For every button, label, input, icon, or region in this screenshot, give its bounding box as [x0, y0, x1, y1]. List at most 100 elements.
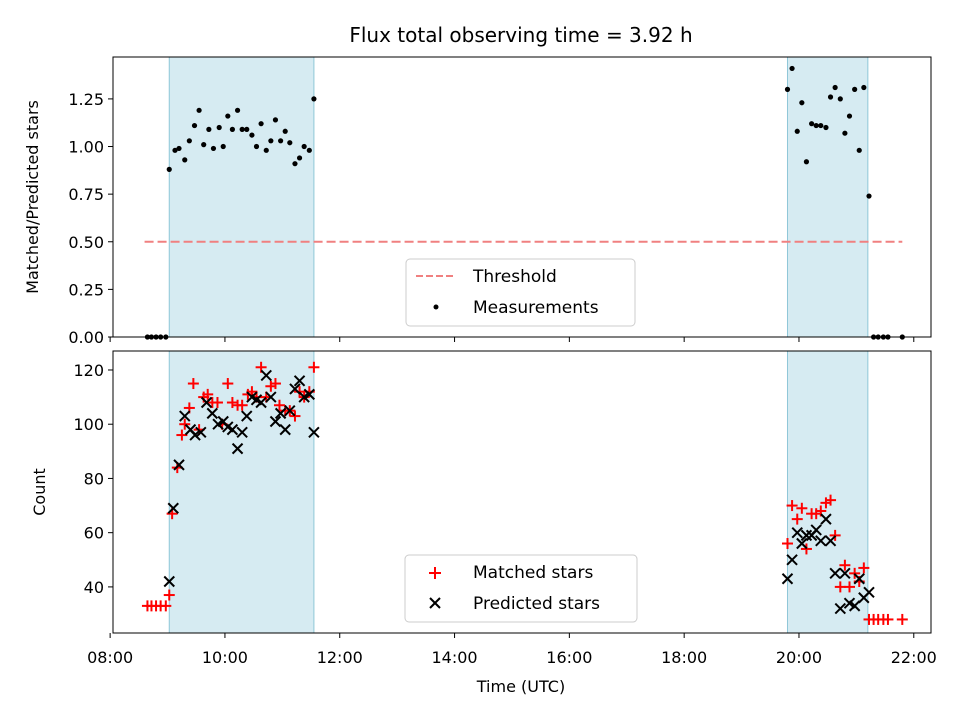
measurement-point: [842, 130, 848, 136]
measurement-point: [253, 143, 260, 150]
measurement-point: [206, 126, 212, 132]
measurement-point: [263, 147, 269, 153]
matched-star-point: [211, 397, 223, 409]
predicted-star-point: [303, 388, 316, 401]
top-x-ticks: [109, 337, 915, 342]
matched-star-point: [269, 378, 281, 390]
predicted-star-point: [839, 567, 851, 580]
matched-star-point: [781, 538, 793, 550]
x-tick-label: 20:00: [776, 648, 822, 667]
predicted-star-point: [189, 429, 201, 441]
predicted-star-point: [293, 375, 306, 387]
predicted-star-point: [308, 426, 320, 439]
measurement-point: [292, 161, 298, 167]
measurement-point: [239, 126, 245, 132]
matched-star-point: [791, 513, 803, 525]
matched-star-point: [163, 589, 175, 601]
matched-star-point: [202, 388, 214, 400]
x-tick-label: 10:00: [202, 648, 248, 667]
measurement-point: [220, 143, 226, 150]
predicted-star-point: [848, 600, 861, 612]
measurement-point: [311, 96, 317, 102]
measurement-point: [846, 113, 853, 119]
predicted-star-point: [829, 567, 841, 580]
predicted-star-point: [289, 383, 301, 395]
predicted-star-point: [863, 586, 875, 599]
measurement-point: [282, 128, 288, 134]
bottom-shaded-intervals: [168, 350, 869, 634]
predicted-star-point: [796, 537, 808, 550]
bottom-plot-frame: [112, 350, 932, 634]
bottom-legend-box: [404, 554, 638, 623]
measurement-point: [832, 84, 838, 91]
top-legend-box: [405, 258, 636, 327]
x-tick-label: 12:00: [317, 648, 363, 667]
top-y-ticks: 0.00 0.25 0.50 0.75 1.00 1.25: [68, 90, 113, 347]
threshold-legend-label: Threshold: [472, 267, 557, 287]
measurement-point: [166, 166, 172, 172]
shaded-interval-2: [786, 350, 869, 634]
matched-star-point: [834, 581, 846, 593]
x-tick-label: 22:00: [891, 648, 937, 667]
bottom-y-axis-label: Count: [30, 468, 49, 516]
predicted-star-point: [206, 407, 219, 420]
ratio-panel: Flux total observing time = 3.92 h 0.000…: [23, 23, 932, 347]
matched-star-point: [176, 429, 188, 441]
matched-star-point: [800, 543, 812, 555]
measurement-point: [799, 100, 805, 106]
matched-star-point: [160, 600, 172, 612]
measurement-point: [229, 126, 235, 132]
predicted-star-point: [195, 426, 207, 439]
matched-star-point: [896, 613, 908, 625]
matched-stars-points: [141, 361, 908, 625]
measurement-point: [856, 147, 862, 153]
measurement-point: [268, 138, 274, 144]
count-panel: 40 60 80 100 120 08:00 10:00 12:00 14:00 16:00 18…: [30, 350, 937, 696]
measurement-point: [272, 117, 279, 123]
measurement-point: [813, 122, 819, 129]
measurement-point: [258, 121, 264, 127]
measurement-point: [278, 138, 284, 144]
measurement-point: [234, 107, 241, 113]
measurement-point: [186, 138, 192, 144]
bottom-y-ticks: 40 60 80 100 120: [73, 361, 113, 597]
measurement-point: [784, 86, 791, 92]
shaded-interval-2: [786, 56, 869, 338]
predicted-star-point: [269, 415, 282, 428]
predicted-star-point: [179, 410, 191, 422]
matched-star-point: [829, 529, 841, 541]
top-y-tick-label: 0.50: [68, 233, 104, 252]
chart-title: Flux total observing time = 3.92 h: [349, 23, 692, 47]
bottom-y-tick-label: 100: [73, 415, 104, 434]
x-tick-label: 16:00: [546, 648, 592, 667]
measurement-point: [827, 94, 834, 100]
measurement-point: [296, 155, 303, 161]
matched-star-point: [273, 399, 285, 411]
bottom-y-tick-label: 60: [84, 524, 104, 543]
measurements-legend-label: Measurements: [473, 298, 599, 318]
top-plot-frame: [112, 56, 932, 338]
shaded-interval-1: [168, 56, 315, 338]
measurement-point: [852, 86, 858, 92]
matched-star-point: [843, 581, 855, 593]
predicted-star-point: [853, 573, 865, 585]
top-y-tick-label: 1.25: [68, 90, 104, 109]
x-tick-label: 18:00: [661, 648, 707, 667]
predicted-star-point: [791, 526, 803, 539]
matched-star-point: [796, 502, 808, 514]
bottom-legend: Matched stars Predicted stars: [404, 554, 638, 623]
measurement-point: [176, 145, 182, 152]
matched-star-point: [187, 378, 199, 390]
shaded-interval-1: [168, 350, 315, 634]
predicted-star-point: [241, 410, 253, 422]
matched-legend-label: Matched stars: [473, 563, 593, 583]
matched-star-point: [849, 567, 861, 579]
measurement-point: [249, 132, 255, 138]
measurement-point: [287, 140, 293, 146]
predicted-star-point: [167, 502, 179, 514]
predicted-star-point: [800, 529, 813, 542]
predicted-star-point: [231, 442, 244, 455]
predicted-star-point: [255, 396, 267, 409]
predicted-star-point: [820, 513, 832, 525]
matched-legend-swatch: [429, 567, 441, 579]
